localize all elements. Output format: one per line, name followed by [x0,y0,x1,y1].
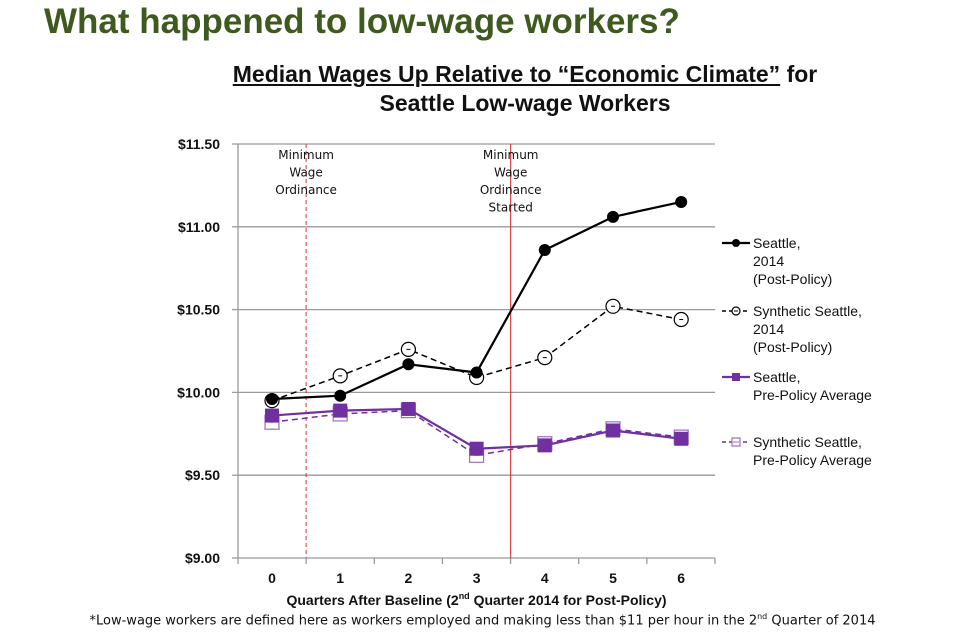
legend-label: 2014 [753,321,784,337]
footnote-text: *Low-wage workers are defined here as wo… [89,613,758,629]
annotation-label: Minimum [483,148,539,162]
legend-label: Seattle, [753,235,800,251]
marker-filled-square [537,438,552,453]
x-tick-label: 3 [473,570,481,586]
annotation-label: Ordinance [480,183,542,197]
marker-filled-square [265,408,279,423]
marker-filled-circle [334,389,347,402]
marker-filled-square [401,401,416,416]
marker-filled-circle [402,358,415,371]
y-tick-label: $10.00 [177,384,220,400]
slide-title: What happened to low-wage workers? [44,2,680,41]
x-tick-label: 2 [405,570,413,586]
series-line [271,305,682,402]
annotation-label: Started [489,201,533,215]
legend-label: Seattle, [753,369,800,385]
marker-filled-circle [470,366,483,379]
legend-label: (Post-Policy) [753,271,832,287]
legend-label: Synthetic Seattle, [753,434,862,450]
x-tick-label: 0 [268,570,276,586]
marker-filled-square [674,431,689,446]
legend-label: Synthetic Seattle, [753,303,862,319]
legend-label: 2014 [753,253,784,269]
x-axis-label: Quarters After Baseline (2nd Quarter 201… [286,591,666,608]
chart-title: Median Wages Up Relative to “Economic Cl… [160,60,890,118]
y-tick-label: $10.50 [177,302,220,318]
marker-filled-circle [607,210,619,223]
chart-title-underlined: Median Wages Up Relative to “Economic Cl… [232,61,781,87]
footnote-text-end: Quarter of 2014 [767,613,876,629]
footnote: *Low-wage workers are defined here as wo… [0,612,965,628]
marker-filled-circle [538,243,551,256]
marker-filled-square [732,373,740,381]
marker-filled-square [469,441,484,456]
y-tick-label: $11.00 [178,219,220,235]
y-tick-label: $9.00 [185,550,220,566]
annotation-label: Ordinance [275,183,337,197]
marker-filled-square [333,403,348,418]
annotation-label: Wage [494,166,527,180]
x-tick-label: 6 [677,570,685,586]
marker-filled-circle [732,239,740,247]
annotation-label: Wage [289,166,322,180]
annotation-label: Minimum [278,148,334,162]
y-tick-label: $11.50 [178,136,220,152]
marker-filled-circle [266,393,278,406]
chart-title-line2: Seattle Low-wage Workers [379,90,671,116]
x-tick-label: 4 [541,570,549,586]
legend-label: Pre-Policy Average [753,387,872,403]
y-tick-label: $9.50 [185,467,220,483]
footnote-sup: nd [757,612,768,621]
marker-filled-square [606,423,620,438]
x-tick-label: 5 [609,570,617,586]
chart-title-rest: for [780,61,818,87]
legend-label: (Post-Policy) [753,339,832,355]
marker-filled-circle [675,195,688,208]
legend-label: Pre-Policy Average [753,452,872,468]
x-tick-label: 1 [336,570,344,586]
